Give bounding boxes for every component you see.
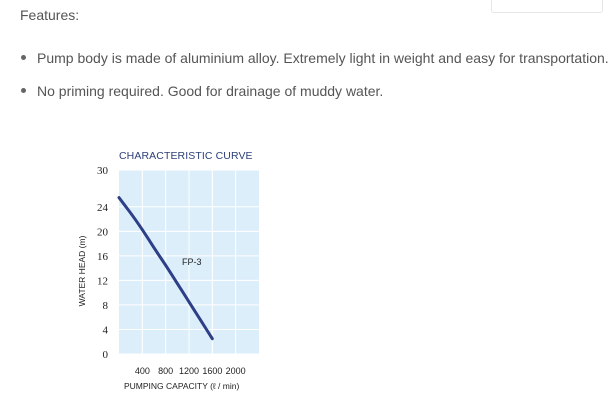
- x-tick-label: 2000: [226, 366, 246, 376]
- top-right-box: [491, 0, 603, 13]
- feature-item: No priming required. Good for drainage o…: [20, 81, 609, 114]
- characteristic-curve-figure: 0 4 8 12 16 20 24 30 400 800 1200 1600 2000 CHARACTE…: [70, 140, 330, 402]
- x-tick-label: 400: [135, 366, 150, 376]
- y-tick-label: 24: [97, 202, 109, 214]
- x-tick-label: 1600: [202, 366, 222, 376]
- feature-item: Pump body is made of aluminium alloy. Ex…: [20, 48, 609, 81]
- series-line-fp3: [117, 196, 214, 341]
- y-tick-label: 4: [103, 324, 109, 336]
- characteristic-curve-chart: 0 4 8 12 16 20 24 30 400 800 1200 1600 2000: [97, 165, 259, 376]
- x-axis-label: PUMPING CAPACITY (ℓ / min): [124, 381, 240, 391]
- features-heading: Features:: [20, 7, 80, 23]
- series-label-fp3: FP-3: [182, 257, 202, 267]
- feature-item-text: No priming required. Good for drainage o…: [37, 83, 384, 99]
- x-tick-label: 1200: [179, 366, 199, 376]
- y-tick-label: 0: [103, 349, 109, 361]
- y-tick-label: 20: [97, 226, 109, 238]
- y-axis-label: WATER HEAD (m): [77, 235, 87, 307]
- x-tick-label: 800: [158, 366, 173, 376]
- y-tick-label: 12: [97, 275, 108, 287]
- bullet-icon: [21, 55, 26, 60]
- chart-title: CHARACTERISTIC CURVE: [119, 150, 253, 162]
- feature-item-text: Pump body is made of aluminium alloy. Ex…: [37, 50, 609, 66]
- feature-list: Pump body is made of aluminium alloy. Ex…: [20, 48, 609, 114]
- y-tick-label: 8: [103, 300, 109, 312]
- bullet-icon: [21, 88, 26, 93]
- y-tick-label: 16: [97, 251, 109, 263]
- y-tick-label: 30: [97, 165, 109, 177]
